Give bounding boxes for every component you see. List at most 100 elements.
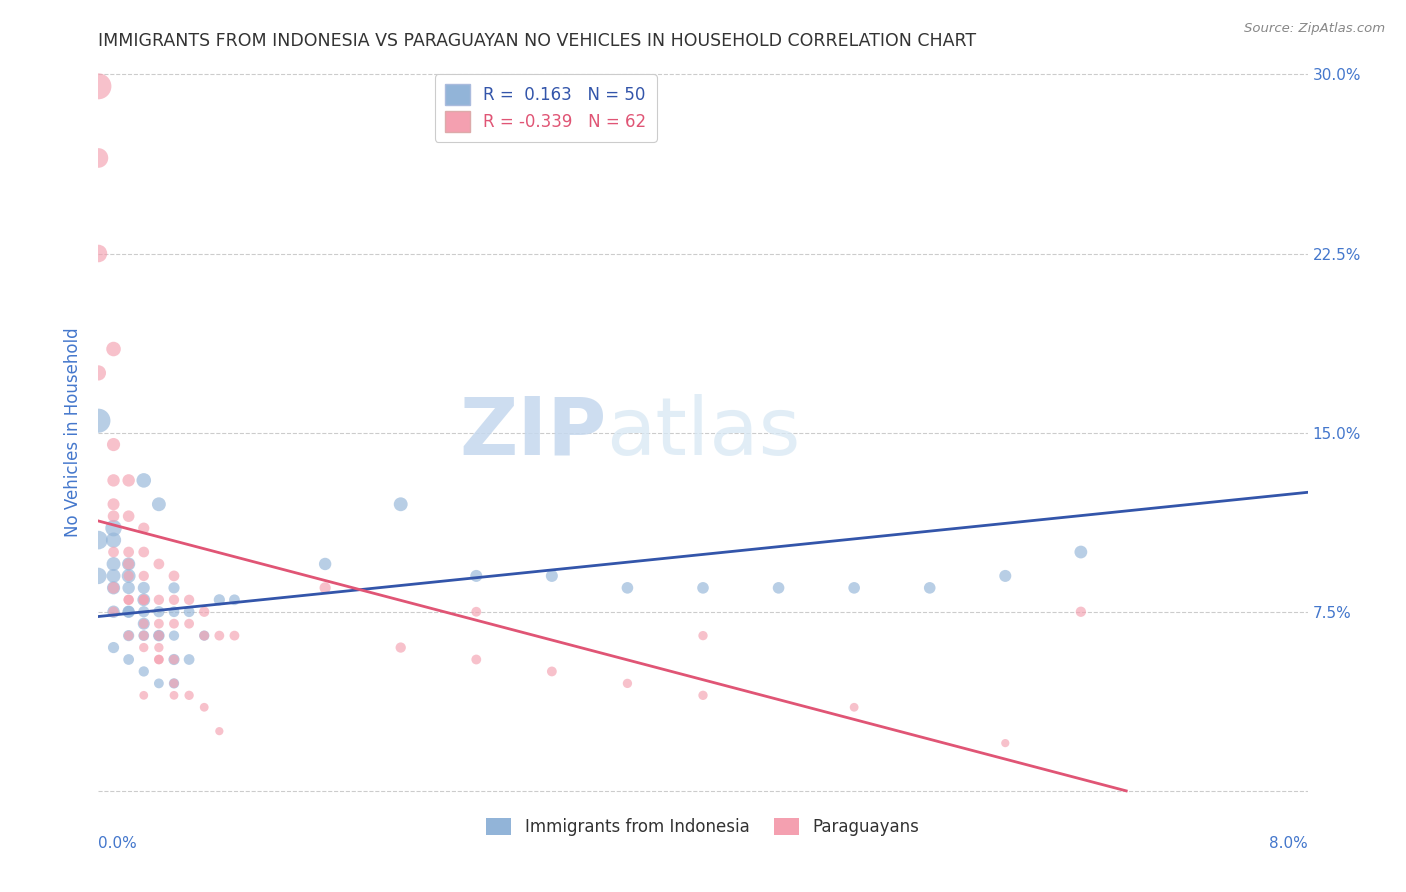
Point bbox=[179, 592, 201, 607]
Point bbox=[768, 581, 790, 595]
Point bbox=[148, 592, 170, 607]
Point bbox=[179, 652, 201, 666]
Point bbox=[148, 640, 170, 655]
Point bbox=[132, 616, 155, 631]
Point bbox=[163, 676, 186, 690]
Point bbox=[118, 629, 141, 643]
Point bbox=[465, 605, 488, 619]
Point bbox=[103, 640, 125, 655]
Point bbox=[193, 629, 215, 643]
Point bbox=[118, 605, 141, 619]
Point bbox=[1070, 545, 1092, 559]
Point bbox=[163, 689, 186, 703]
Point bbox=[179, 616, 201, 631]
Point bbox=[616, 581, 638, 595]
Point bbox=[148, 629, 170, 643]
Point bbox=[132, 665, 155, 679]
Point bbox=[208, 724, 231, 739]
Point bbox=[118, 652, 141, 666]
Point bbox=[148, 652, 170, 666]
Point bbox=[148, 605, 170, 619]
Point bbox=[103, 605, 125, 619]
Point bbox=[103, 581, 125, 595]
Point bbox=[148, 557, 170, 571]
Point bbox=[87, 79, 110, 94]
Point bbox=[132, 474, 155, 488]
Point bbox=[994, 736, 1017, 750]
Point bbox=[103, 545, 125, 559]
Point bbox=[118, 509, 141, 524]
Point bbox=[118, 605, 141, 619]
Point bbox=[118, 545, 141, 559]
Point bbox=[163, 592, 186, 607]
Point bbox=[118, 629, 141, 643]
Point bbox=[179, 689, 201, 703]
Point bbox=[132, 521, 155, 535]
Point bbox=[87, 414, 110, 428]
Point bbox=[163, 652, 186, 666]
Point bbox=[314, 557, 336, 571]
Point bbox=[224, 592, 246, 607]
Text: Source: ZipAtlas.com: Source: ZipAtlas.com bbox=[1244, 22, 1385, 36]
Point bbox=[163, 629, 186, 643]
Point bbox=[692, 629, 714, 643]
Point bbox=[918, 581, 941, 595]
Point bbox=[132, 616, 155, 631]
Point bbox=[692, 581, 714, 595]
Legend: Immigrants from Indonesia, Paraguayans: Immigrants from Indonesia, Paraguayans bbox=[479, 811, 927, 843]
Point bbox=[314, 581, 336, 595]
Point bbox=[465, 652, 488, 666]
Point bbox=[193, 629, 215, 643]
Point bbox=[132, 605, 155, 619]
Point bbox=[1070, 605, 1092, 619]
Point bbox=[163, 569, 186, 583]
Point bbox=[87, 151, 110, 165]
Point bbox=[103, 533, 125, 547]
Point bbox=[148, 629, 170, 643]
Point bbox=[103, 557, 125, 571]
Point bbox=[87, 533, 110, 547]
Point bbox=[103, 497, 125, 511]
Point bbox=[118, 557, 141, 571]
Text: IMMIGRANTS FROM INDONESIA VS PARAGUAYAN NO VEHICLES IN HOUSEHOLD CORRELATION CHA: IMMIGRANTS FROM INDONESIA VS PARAGUAYAN … bbox=[98, 32, 977, 50]
Point bbox=[389, 640, 412, 655]
Point bbox=[540, 569, 562, 583]
Point bbox=[692, 689, 714, 703]
Point bbox=[208, 592, 231, 607]
Y-axis label: No Vehicles in Household: No Vehicles in Household bbox=[65, 327, 83, 538]
Point bbox=[103, 437, 125, 451]
Point bbox=[148, 652, 170, 666]
Point bbox=[224, 629, 246, 643]
Text: ZIP: ZIP bbox=[458, 393, 606, 472]
Text: 8.0%: 8.0% bbox=[1268, 836, 1308, 851]
Point bbox=[132, 592, 155, 607]
Point bbox=[132, 629, 155, 643]
Point bbox=[132, 545, 155, 559]
Point bbox=[132, 592, 155, 607]
Point bbox=[103, 342, 125, 356]
Point bbox=[132, 689, 155, 703]
Point bbox=[616, 676, 638, 690]
Point bbox=[118, 569, 141, 583]
Point bbox=[193, 700, 215, 714]
Point bbox=[103, 581, 125, 595]
Point bbox=[844, 581, 866, 595]
Point bbox=[87, 246, 110, 260]
Point bbox=[540, 665, 562, 679]
Point bbox=[118, 557, 141, 571]
Point bbox=[389, 497, 412, 511]
Point bbox=[148, 629, 170, 643]
Point bbox=[465, 569, 488, 583]
Point bbox=[132, 569, 155, 583]
Point bbox=[148, 676, 170, 690]
Point bbox=[163, 616, 186, 631]
Point bbox=[179, 605, 201, 619]
Point bbox=[103, 569, 125, 583]
Point bbox=[118, 581, 141, 595]
Text: 0.0%: 0.0% bbox=[98, 836, 138, 851]
Point bbox=[148, 616, 170, 631]
Point bbox=[163, 652, 186, 666]
Point bbox=[103, 605, 125, 619]
Point bbox=[163, 676, 186, 690]
Point bbox=[118, 569, 141, 583]
